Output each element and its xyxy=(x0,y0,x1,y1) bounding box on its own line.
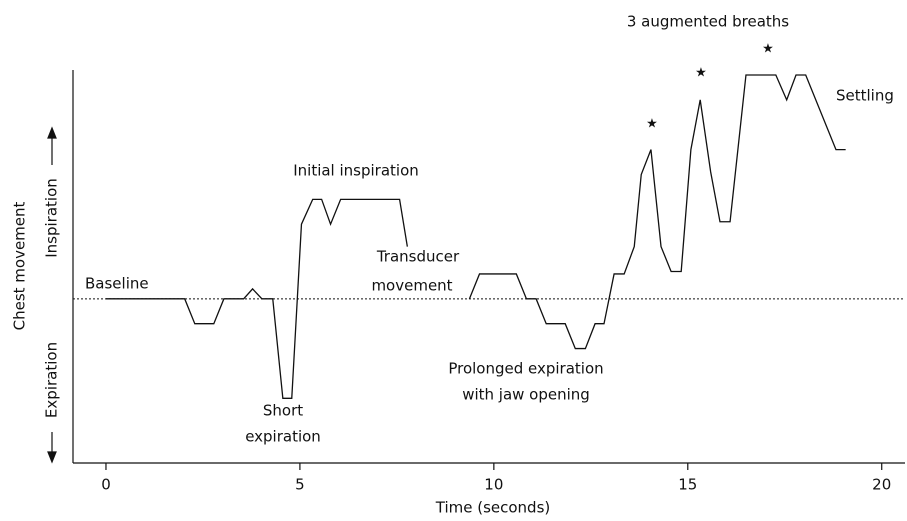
annotation: Prolonged expiration xyxy=(448,360,603,378)
y-label-down: Expiration xyxy=(43,342,61,418)
annotation: ★ xyxy=(762,42,774,57)
x-axis-label: Time (seconds) xyxy=(435,499,551,517)
x-tick-label: 5 xyxy=(295,476,305,494)
x-tick-label: 0 xyxy=(101,476,111,494)
annotation: Settling xyxy=(836,87,894,105)
x-tick-label: 15 xyxy=(678,476,697,494)
data-line xyxy=(468,74,846,350)
y-axis-label: Chest movement xyxy=(11,201,29,330)
annotation: expiration xyxy=(245,428,321,446)
annotation: Baseline xyxy=(85,275,149,293)
annotation: ★ xyxy=(646,117,658,132)
y-label-up: Inspiration xyxy=(43,178,61,258)
annotation: Short xyxy=(263,402,303,420)
annotation: with jaw opening xyxy=(462,386,590,404)
annotation: Initial inspiration xyxy=(293,162,419,180)
x-tick-label: 20 xyxy=(872,476,891,494)
annotation: Transducer xyxy=(376,248,460,266)
annotation: 3 augmented breaths xyxy=(627,13,789,31)
annotation: ★ xyxy=(695,66,707,81)
arrows xyxy=(47,126,57,464)
data-line xyxy=(105,198,408,399)
annotation: movement xyxy=(371,277,452,295)
x-tick-label: 10 xyxy=(484,476,503,494)
